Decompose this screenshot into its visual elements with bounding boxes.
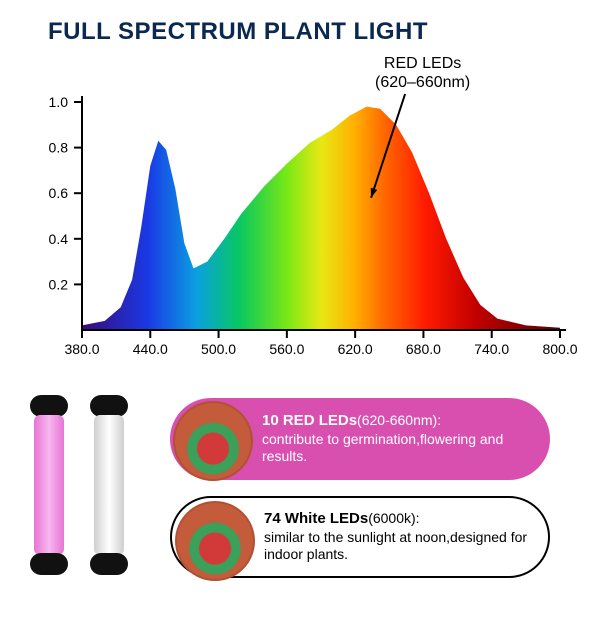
svg-text:0.4: 0.4 [49,231,69,247]
svg-text:380.0: 380.0 [64,341,99,357]
info-body: similar to the sunlight at noon,designed… [264,529,548,564]
svg-text:0.2: 0.2 [49,276,69,292]
page-title: FULL SPECTRUM PLANT LIGHT [48,18,600,46]
svg-text:620.0: 620.0 [338,341,373,357]
annotation-line1: RED LEDs [384,55,461,72]
svg-text:500.0: 500.0 [201,341,236,357]
tube-body [34,415,64,555]
pink-tube [28,395,70,575]
annotation-line2: (620–660nm) [375,74,470,91]
tube-body [94,415,124,555]
red-led-annotation: RED LEDs (620–660nm) [375,54,470,92]
svg-text:560.0: 560.0 [269,341,304,357]
svg-text:1.0: 1.0 [49,94,69,110]
svg-text:740.0: 740.0 [474,341,509,357]
info-text: 74 White LEDs(6000k): similar to the sun… [264,510,548,564]
info-bold-suffix: (6000k): [368,510,419,526]
info-text: 10 RED LEDs(620-660nm): contribute to ge… [262,412,550,466]
white-tube [88,395,130,575]
tube-cap-bottom [30,553,68,575]
info-body: contribute to germination,flowering and … [262,431,550,466]
info-bold: 74 White LEDs [264,510,368,527]
info-bold: 10 RED LEDs [262,412,357,429]
spectrum-chart: RED LEDs (620–660nm) 380.0 440.0 500.0 560.… [20,54,580,384]
plant-icon [175,501,255,581]
svg-text:440.0: 440.0 [133,341,168,357]
info-row-white: 74 White LEDs(6000k): similar to the sun… [170,496,550,578]
info-row-red: 10 RED LEDs(620-660nm): contribute to ge… [170,398,550,480]
plant-icon [173,401,253,481]
info-pill-white: 74 White LEDs(6000k): similar to the sun… [170,496,550,578]
info-bold-suffix: (620-660nm): [357,412,441,428]
chart-svg: 380.0 440.0 500.0 560.0 620.0 680.0 740.0 800.0… [20,54,580,384]
tube-cap-bottom [90,553,128,575]
info-pill-red: 10 RED LEDs(620-660nm): contribute to ge… [170,398,550,480]
svg-text:0.6: 0.6 [49,185,69,201]
svg-text:0.8: 0.8 [49,140,69,156]
svg-text:800.0: 800.0 [542,341,577,357]
tube-cap-top [90,395,128,417]
svg-text:680.0: 680.0 [406,341,441,357]
tube-cap-top [30,395,68,417]
